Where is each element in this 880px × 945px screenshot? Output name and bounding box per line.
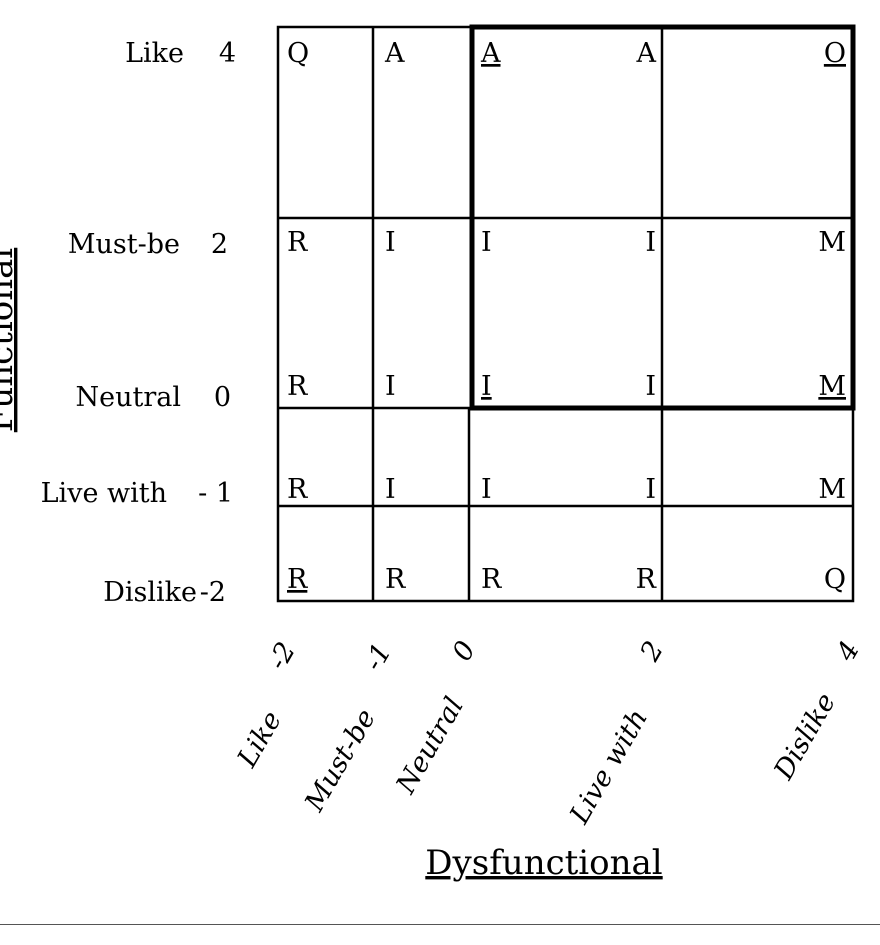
cell-letter: R xyxy=(636,564,657,595)
column-label-name: Live with xyxy=(564,704,655,830)
x-axis-title: Dysfunctional xyxy=(425,843,662,883)
column-label-name: Neutral xyxy=(390,692,470,800)
y-axis-title: Functional xyxy=(0,248,21,432)
cell-letter: I xyxy=(481,227,492,258)
column-label-name: Dislike xyxy=(768,688,842,786)
row-label-value: - 1 xyxy=(198,478,233,509)
cell-letters: Q A A A O R I I I M R I I I M R I I I M R R R R Q xyxy=(287,38,846,595)
column-label-value: 4 xyxy=(830,636,866,667)
row-label-name: Live with xyxy=(41,478,167,509)
row-labels: Like 4 Must-be 2 Neutral 0 Live with - 1 Dislike… xyxy=(41,38,236,608)
cell-letter: I xyxy=(385,474,396,505)
cell-letter: M xyxy=(818,474,846,505)
grid-lines xyxy=(276,25,855,603)
highlight-region-border xyxy=(469,24,856,411)
row-label-name: Must-be xyxy=(68,229,180,260)
cell-letter: A xyxy=(636,38,657,69)
cell-letter: R xyxy=(385,564,406,595)
row-label-name: Dislike xyxy=(103,577,197,608)
row-label-name: Neutral xyxy=(76,382,181,413)
column-label-value: -2 xyxy=(262,637,302,675)
cell-letter: O xyxy=(824,38,846,69)
cell-letter: I xyxy=(385,371,396,402)
row-label-value: 0 xyxy=(214,382,231,413)
cell-letter: Q xyxy=(287,38,309,69)
column-label-value: -1 xyxy=(358,638,398,676)
grid-outer-border xyxy=(276,25,855,603)
cell-letter: I xyxy=(645,227,656,258)
bottom-divider xyxy=(0,924,880,925)
column-label-value: 0 xyxy=(447,636,482,666)
column-label-value: 2 xyxy=(634,636,670,667)
cell-letter: R xyxy=(287,474,308,505)
cell-letter: R xyxy=(287,371,308,402)
row-label-name: Like xyxy=(125,38,184,69)
row-label-value: 4 xyxy=(219,38,236,69)
cell-letter: R xyxy=(481,564,502,595)
row-label-value: 2 xyxy=(211,229,228,260)
cell-letter: M xyxy=(818,371,846,402)
column-label-name: Must-be xyxy=(299,704,382,817)
cell-letter: R xyxy=(287,564,308,595)
column-labels: Like -2 Must-be -1 Neutral 0 Live with 2 Dislike… xyxy=(231,636,866,830)
cell-letter: I xyxy=(645,474,656,505)
cell-letter: A xyxy=(384,38,405,69)
row-label-value: -2 xyxy=(200,577,226,608)
cell-letter: I xyxy=(645,371,656,402)
cell-letter: Q xyxy=(824,564,846,595)
cell-letter: A xyxy=(480,38,501,69)
cell-letter: I xyxy=(385,227,396,258)
cell-letter: M xyxy=(818,227,846,258)
cell-letter: R xyxy=(287,227,308,258)
column-label-name: Like xyxy=(231,706,288,773)
cell-letter: I xyxy=(481,371,492,402)
cell-letter: I xyxy=(481,474,492,505)
